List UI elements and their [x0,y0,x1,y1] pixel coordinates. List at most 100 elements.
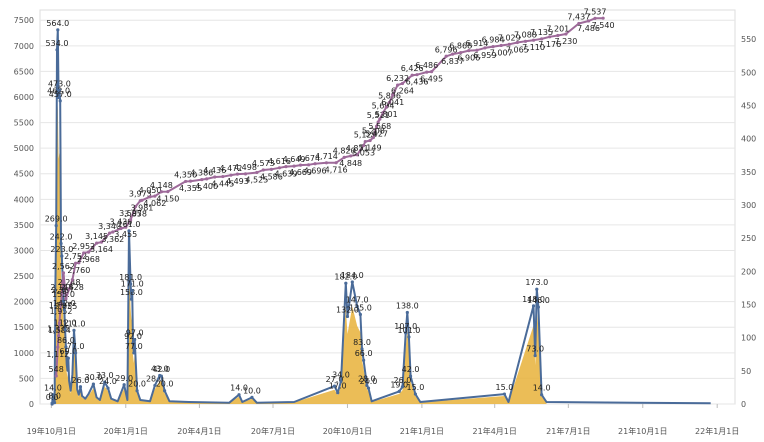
daily-data-label: 146.0 [527,296,550,305]
y-left-tick-label: 6500 [14,67,34,76]
cumulative-point [507,42,511,46]
daily-point [63,328,67,332]
cumulative-point [99,240,104,244]
cumulative-point [362,143,366,148]
cumulative-data-label: 3,164 [90,245,113,254]
cumulative-data-label: 1,112 [46,350,69,359]
daily-point [365,383,369,388]
daily-data-label: 42.0 [152,365,170,374]
cumulative-point [564,32,568,36]
cumulative-data-label: 7,088 [514,30,537,39]
y-left-tick-label: 1000 [14,349,34,358]
daily-data-label: 111.0 [63,319,86,328]
daily-point [56,28,60,32]
cumulative-data-label: 7,029 [498,33,521,42]
cumulative-point [467,49,471,53]
daily-data-label: 77.0 [67,342,85,351]
cumulative-point [58,310,62,314]
daily-point [64,345,68,349]
cumulative-data-label: 4,696 [304,167,327,176]
cumulative-data-label: 2,562 [52,262,75,271]
y-left-tick-label: 5500 [14,119,34,128]
daily-data-label: 182.0 [334,272,357,281]
daily-point [129,282,133,286]
daily-point [407,335,411,339]
cumulative-data-label: 4,472 [219,164,242,173]
daily-data-label: 15.0 [407,383,425,392]
daily-data-label: 28.0 [358,374,376,383]
daily-point [397,389,401,393]
daily-point [78,385,83,389]
cumulative-point [400,81,405,86]
cumulative-data-label: 5,129 [354,131,377,140]
cumulative-point [82,251,86,255]
daily-point [50,402,54,406]
daily-point [405,310,409,315]
daily-data-label: 8.0 [48,392,61,401]
daily-point [51,393,55,397]
cumulative-data-label: 1,584 [48,326,71,335]
cumulative-data-label: 3,145 [85,232,108,241]
daily-data-label: 148.0 [522,295,545,304]
cumulative-data-label: 3,973 [129,190,152,199]
cumulative-point [368,138,372,143]
daily-data-label: 135.0 [349,303,372,312]
cumulative-data-label: 3,340 [98,222,121,231]
cumulative-data-label: 4,639 [275,170,298,179]
y-right-tick-label: 500 [741,68,756,77]
cumulative-data-label: 4,525 [245,175,268,184]
cumulative-point [475,48,479,52]
daily-data-label: 173.0 [525,278,548,287]
cumulative-point [381,111,385,115]
cumulative-data-label: 7,201 [546,25,569,34]
x-tick-label: 21年4月1日 [473,426,517,436]
cumulative-point [95,241,99,245]
daily-data-label: 457.0 [49,90,72,99]
daily-data-label: 269.0 [45,215,68,224]
cumulative-point [184,179,188,184]
y-left-tick-label: 4000 [14,195,34,204]
daily-data-label: 138.0 [396,301,419,310]
cumulative-point [61,271,66,275]
daily-data-label: 223.0 [50,245,73,254]
daily-data-label: 534.0 [46,39,69,48]
cumulative-point [111,230,115,234]
daily-data-label: 158.0 [120,288,143,297]
daily-data-label: 29.0 [115,374,133,383]
cumulative-point [410,73,414,77]
daily-data-label: 15.0 [496,383,514,392]
cumulative-data-label: 4,820 [333,146,356,155]
daily-data-label: 564.0 [46,19,69,28]
cumulative-point [451,52,455,56]
daily-point [135,389,139,393]
y-left-tick-label: 3500 [14,221,34,230]
daily-data-label: 69.0 [59,347,77,356]
daily-point [366,386,371,390]
x-tick-label: 21年7月1日 [546,426,590,436]
cumulative-data-label: 4,498 [234,163,257,172]
daily-data-label: 473.0 [48,79,71,88]
cumulative-point [593,16,597,20]
y-right-tick-label: 200 [741,267,756,276]
daily-point [502,392,507,396]
cumulative-point [363,139,367,144]
daily-data-label: 17.0 [329,382,347,391]
daily-point [332,384,337,388]
cumulative-data-label: 3,597 [119,209,142,218]
daily-point [533,353,537,358]
cumulative-data-label: 7,540 [592,21,615,30]
cumulative-data-label: 6,232 [386,74,409,83]
daily-point [350,280,354,284]
cumulative-point [378,117,382,121]
cumulative-data-label: 1,952 [50,307,73,316]
cumulative-data-label: 2,055 [54,302,77,311]
cumulative-data-label: 2,968 [77,255,100,264]
daily-point [103,380,107,384]
daily-data-label: 0.0 [46,393,59,402]
daily-point [133,338,137,342]
cumulative-data-label: 6,984 [482,36,505,45]
cumulative-point [355,153,359,157]
cumulative-point [483,46,487,50]
daily-point [58,99,62,103]
daily-point [336,391,340,395]
